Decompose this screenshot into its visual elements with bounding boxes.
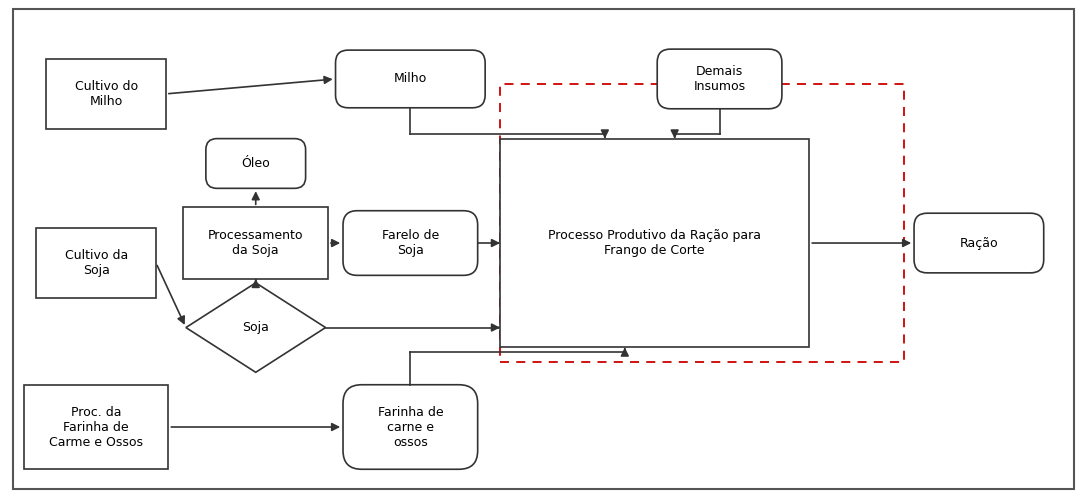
Bar (500, 84, 904, 363)
Text: Processamento
da Soja: Processamento da Soja (208, 229, 303, 257)
Text: Demais
Insumos: Demais Insumos (694, 65, 746, 93)
Text: Ração: Ração (960, 237, 998, 249)
FancyBboxPatch shape (24, 385, 168, 469)
FancyBboxPatch shape (500, 138, 810, 348)
Text: Processo Produtivo da Ração para
Frango de Corte: Processo Produtivo da Ração para Frango … (548, 229, 761, 257)
Text: Farelo de
Soja: Farelo de Soja (382, 229, 439, 257)
FancyBboxPatch shape (47, 59, 166, 128)
FancyBboxPatch shape (914, 213, 1044, 273)
Text: Cultivo da
Soja: Cultivo da Soja (64, 249, 128, 277)
FancyBboxPatch shape (336, 50, 485, 108)
Text: Farinha de
carne e
ossos: Farinha de carne e ossos (377, 405, 443, 449)
Text: Soja: Soja (242, 321, 270, 334)
Polygon shape (186, 283, 326, 373)
FancyBboxPatch shape (205, 138, 305, 188)
FancyBboxPatch shape (658, 49, 782, 109)
Text: Proc. da
Farinha de
Carme e Ossos: Proc. da Farinha de Carme e Ossos (49, 405, 143, 449)
FancyBboxPatch shape (343, 385, 477, 469)
FancyBboxPatch shape (13, 9, 1074, 489)
FancyBboxPatch shape (36, 228, 157, 298)
Text: Óleo: Óleo (241, 157, 270, 170)
Text: Cultivo do
Milho: Cultivo do Milho (75, 80, 138, 108)
FancyBboxPatch shape (343, 211, 477, 275)
FancyBboxPatch shape (184, 207, 328, 279)
Text: Milho: Milho (393, 72, 427, 86)
